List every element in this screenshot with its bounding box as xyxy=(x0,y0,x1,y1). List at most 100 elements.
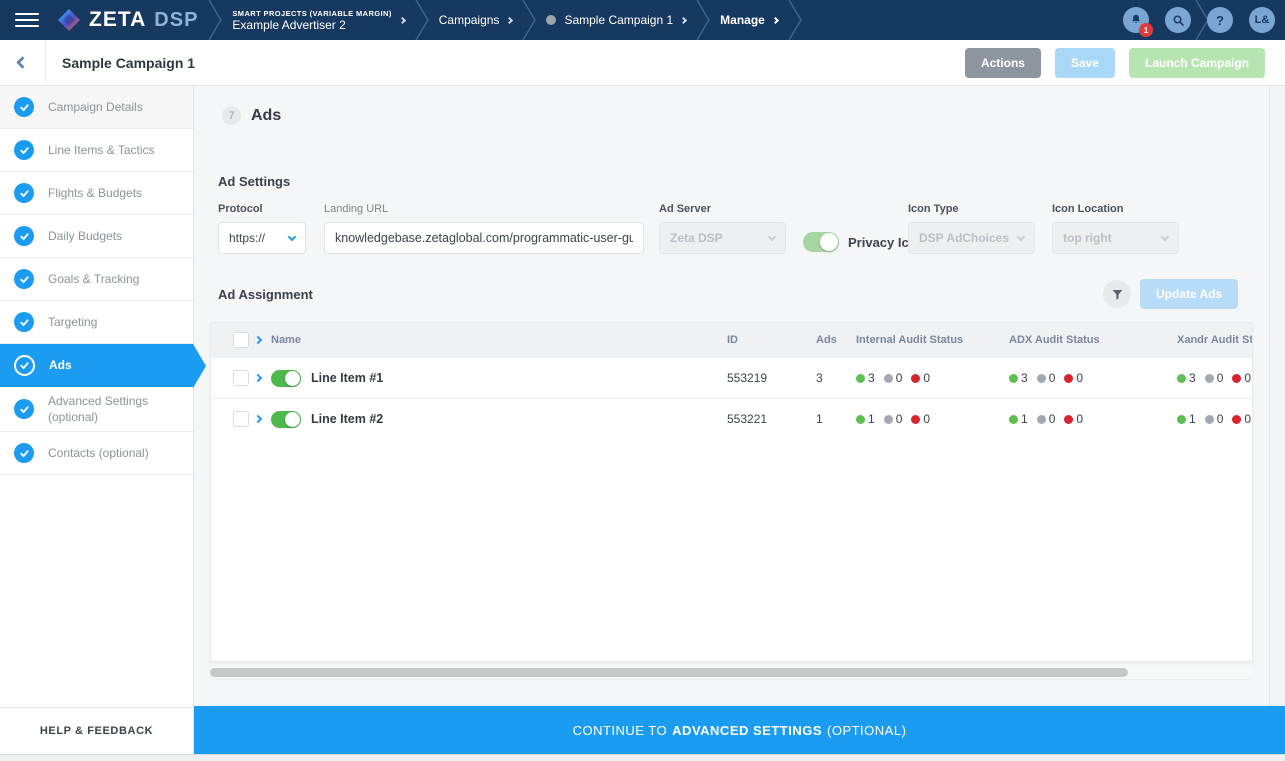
icon-location-label: Icon Location xyxy=(1052,203,1124,215)
update-ads-button[interactable]: Update Ads xyxy=(1140,279,1238,309)
breadcrumb-campaign[interactable]: Sample Campaign 1 xyxy=(546,13,686,27)
window-bottom-edge xyxy=(0,754,1285,761)
user-avatar[interactable]: L& xyxy=(1249,7,1275,33)
continue-to-advanced-settings-button[interactable]: CONTINUE TO ADVANCED SETTINGS (OPTIONAL) xyxy=(194,706,1285,754)
line-item-ads-count: 1 xyxy=(816,412,856,426)
table-header-row: Name ID Ads Internal Audit Status ADX Au… xyxy=(211,323,1253,357)
vertical-scrollbar[interactable] xyxy=(1269,86,1285,706)
filter-button[interactable] xyxy=(1103,280,1131,308)
notification-badge: 1 xyxy=(1139,23,1153,37)
column-header-xandr-audit: Xandr Audit Status xyxy=(1177,334,1253,346)
horizontal-scrollbar-thumb[interactable] xyxy=(210,668,1128,677)
completed-check-icon xyxy=(14,226,34,246)
chevron-down-icon xyxy=(1161,232,1169,240)
line-item-id: 553219 xyxy=(727,371,816,385)
save-button[interactable]: Save xyxy=(1055,48,1115,78)
completed-check-icon xyxy=(14,97,34,117)
rejected-dot-icon xyxy=(1064,374,1073,383)
sidebar-item-flights-budgets[interactable]: Flights & Budgets xyxy=(0,172,193,215)
sidebar-item-targeting[interactable]: Targeting xyxy=(0,301,193,344)
completed-check-icon xyxy=(14,140,34,160)
icon-location-select[interactable]: top right xyxy=(1052,222,1179,254)
campaign-steps-sidebar: Campaign Details Line Items & Tactics Fl… xyxy=(0,86,194,754)
privacy-icon-toggle[interactable] xyxy=(803,232,839,252)
line-item-name: Line Item #2 xyxy=(311,412,383,426)
protocol-select[interactable]: https:// xyxy=(218,222,306,254)
breadcrumb-advertiser[interactable]: SMART PROJECTS (VARIABLE MARGIN) Example… xyxy=(232,9,404,32)
help-button[interactable]: ? xyxy=(1207,7,1233,33)
breadcrumb-separator xyxy=(696,0,710,40)
approved-dot-icon xyxy=(1009,374,1018,383)
ad-server-label: Ad Server xyxy=(659,203,711,215)
pending-dot-icon xyxy=(1205,415,1214,424)
funnel-icon xyxy=(1111,288,1124,301)
campaign-header: Sample Campaign 1 Actions Save Launch Ca… xyxy=(0,40,1285,86)
expand-chevron-icon[interactable] xyxy=(254,415,262,423)
breadcrumb-manage[interactable]: Manage xyxy=(720,13,778,27)
protocol-label: Protocol xyxy=(218,203,263,215)
launch-campaign-button[interactable]: Launch Campaign xyxy=(1129,48,1265,78)
zeta-dsp-logo[interactable]: ZETA DSP xyxy=(57,8,198,32)
top-navigation-bar: ZETA DSP SMART PROJECTS (VARIABLE MARGIN… xyxy=(0,0,1285,40)
pending-dot-icon xyxy=(1037,415,1046,424)
column-header-ads: Ads xyxy=(816,334,856,346)
line-item-toggle[interactable] xyxy=(271,370,301,387)
xandr-audit-status: 1 0 0 xyxy=(1177,412,1253,426)
adx-audit-status: 1 0 0 xyxy=(1009,412,1177,426)
approved-dot-icon xyxy=(856,374,865,383)
pending-dot-icon xyxy=(884,374,893,383)
search-button[interactable] xyxy=(1165,7,1191,33)
row-checkbox[interactable] xyxy=(233,411,249,427)
landing-url-label: Landing URL xyxy=(324,203,388,215)
sort-chevron-icon[interactable] xyxy=(254,336,262,344)
help-feedback-link[interactable]: HELP & FEEDBACK xyxy=(0,707,193,754)
xandr-audit-status: 3 0 0 xyxy=(1177,371,1253,385)
breadcrumb-separator xyxy=(788,0,802,40)
rejected-dot-icon xyxy=(1232,374,1241,383)
line-item-name: Line Item #1 xyxy=(311,371,383,385)
chevron-down-icon xyxy=(768,232,776,240)
hamburger-menu-icon[interactable] xyxy=(15,9,39,31)
question-mark-icon: ? xyxy=(1216,13,1224,28)
icon-type-select[interactable]: DSP AdChoices xyxy=(908,222,1035,254)
column-header-name: Name xyxy=(271,334,301,346)
expand-chevron-icon[interactable] xyxy=(254,374,262,382)
sidebar-item-ads[interactable]: Ads xyxy=(0,344,193,387)
line-item-toggle[interactable] xyxy=(271,411,301,428)
brand-suffix: DSP xyxy=(154,9,198,32)
notifications-button[interactable]: 1 xyxy=(1123,7,1149,33)
line-item-id: 553221 xyxy=(727,412,816,426)
table-row-line-item-1: Line Item #1 553219 3 3 0 0 3 0 0 3 0 0 xyxy=(211,357,1253,398)
sidebar-item-daily-budgets[interactable]: Daily Budgets xyxy=(0,215,193,258)
section-title: Ads xyxy=(251,107,281,125)
back-button[interactable] xyxy=(0,40,46,85)
chevron-right-icon xyxy=(680,16,687,23)
chevron-left-icon xyxy=(16,56,29,69)
approved-dot-icon xyxy=(856,415,865,424)
landing-url-input[interactable] xyxy=(324,222,644,254)
sidebar-item-line-items[interactable]: Line Items & Tactics xyxy=(0,129,193,172)
internal-audit-status: 1 0 0 xyxy=(856,412,1009,426)
column-header-id: ID xyxy=(727,334,816,346)
select-all-checkbox[interactable] xyxy=(233,332,249,348)
sidebar-item-contacts[interactable]: Contacts (optional) xyxy=(0,432,193,475)
ad-server-select[interactable]: Zeta DSP xyxy=(659,222,786,254)
column-header-adx-audit: ADX Audit Status xyxy=(1009,334,1177,346)
table-row-line-item-2: Line Item #2 553221 1 1 0 0 1 0 0 1 0 0 xyxy=(211,398,1253,439)
sidebar-item-campaign-details[interactable]: Campaign Details xyxy=(0,86,193,129)
rejected-dot-icon xyxy=(911,415,920,424)
pending-dot-icon xyxy=(1205,374,1214,383)
row-checkbox[interactable] xyxy=(233,370,249,386)
column-header-internal-audit: Internal Audit Status xyxy=(856,334,1009,346)
active-check-icon xyxy=(14,355,35,376)
breadcrumb-campaigns[interactable]: Campaigns xyxy=(439,13,513,27)
approved-dot-icon xyxy=(1177,415,1186,424)
sidebar-item-goals-tracking[interactable]: Goals & Tracking xyxy=(0,258,193,301)
breadcrumb-separator xyxy=(522,0,536,40)
pending-dot-icon xyxy=(884,415,893,424)
chevron-down-icon xyxy=(1017,232,1025,240)
actions-button[interactable]: Actions xyxy=(965,48,1041,78)
chevron-right-icon xyxy=(506,16,513,23)
chevron-down-icon xyxy=(288,232,296,240)
sidebar-item-advanced-settings[interactable]: Advanced Settings (optional) xyxy=(0,387,193,432)
